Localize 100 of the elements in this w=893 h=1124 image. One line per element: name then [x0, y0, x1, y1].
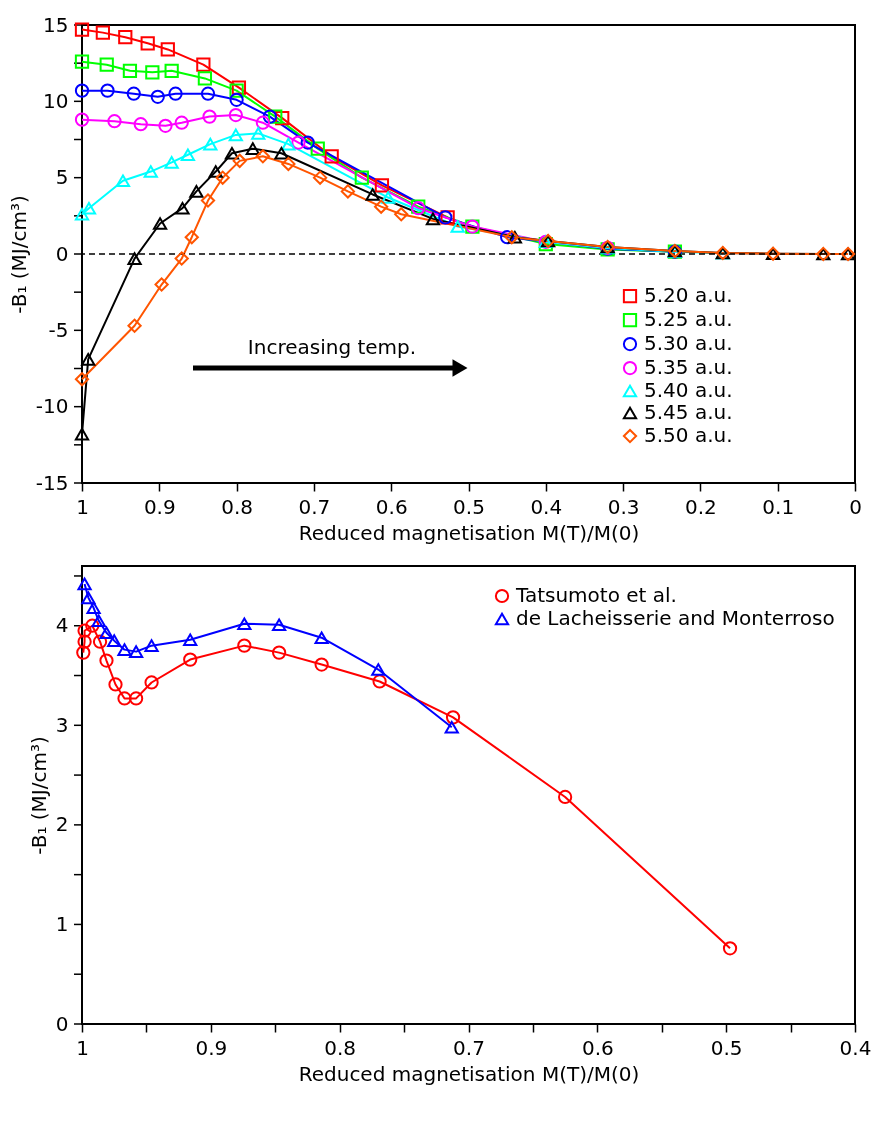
point	[168, 86, 183, 101]
point	[291, 135, 306, 150]
point	[275, 111, 290, 126]
x-tick-label: 0.8	[324, 1035, 357, 1060]
point	[74, 54, 90, 69]
point	[76, 645, 91, 660]
point	[150, 89, 165, 104]
y-tick-label: 2	[55, 812, 69, 837]
point	[365, 188, 380, 201]
point	[74, 208, 90, 221]
point	[184, 230, 199, 245]
point	[99, 626, 114, 640]
x-tick-label: 0.5	[453, 494, 485, 519]
point	[144, 675, 159, 690]
annotation: Increasing temp.	[247, 335, 417, 359]
point	[251, 127, 266, 140]
point	[232, 153, 247, 168]
point	[255, 115, 271, 130]
point	[115, 174, 131, 188]
point	[127, 252, 142, 265]
point	[245, 142, 260, 155]
point	[86, 601, 101, 615]
point	[215, 170, 230, 185]
point	[262, 109, 277, 124]
point	[371, 663, 386, 676]
point	[189, 185, 204, 198]
x-tick-label: 0.9	[143, 494, 176, 519]
point	[174, 251, 189, 266]
point	[127, 318, 142, 333]
y-tick-label: 15	[43, 12, 69, 37]
point	[271, 618, 287, 632]
point	[237, 617, 252, 631]
point	[425, 212, 441, 226]
point	[118, 30, 133, 45]
x-tick-label: 1	[76, 1035, 89, 1060]
point	[107, 114, 122, 129]
x-tick-label: 0.7	[453, 1035, 485, 1060]
point	[117, 643, 132, 656]
point	[380, 191, 396, 204]
x-tick-label: 0.6	[581, 1035, 614, 1060]
point	[99, 57, 114, 72]
point	[374, 178, 390, 193]
x-tick-label: 0.6	[375, 494, 408, 519]
point	[228, 107, 243, 123]
point	[74, 427, 90, 441]
point	[202, 109, 217, 124]
point	[143, 165, 158, 178]
point	[229, 92, 244, 107]
x-tick-label: 0	[849, 494, 862, 519]
y-tick-label: -15	[35, 470, 69, 495]
point	[445, 710, 461, 725]
point	[92, 634, 108, 649]
legend-label: 5.35 a.u.	[644, 355, 733, 380]
point	[175, 201, 190, 215]
point	[81, 591, 96, 605]
point	[81, 353, 96, 366]
point	[145, 65, 160, 80]
point	[158, 118, 173, 133]
y-tick-label: -10	[35, 394, 69, 419]
y-axis-title: -B₁ (MJ/cm³)	[26, 736, 51, 855]
point	[500, 230, 515, 245]
legend-label: 5.20 a.u.	[644, 283, 733, 308]
point	[200, 86, 216, 101]
point	[122, 63, 138, 78]
point	[722, 941, 738, 956]
point	[144, 639, 159, 652]
point	[314, 631, 329, 644]
point	[77, 634, 92, 649]
point	[268, 109, 283, 124]
point	[99, 653, 114, 668]
x-tick-label: 0.8	[221, 494, 254, 519]
point	[133, 117, 148, 132]
point	[74, 83, 90, 98]
point	[200, 193, 216, 208]
point	[74, 372, 90, 387]
x-tick-label: 0.1	[762, 494, 795, 519]
y-axis-title: -B₁ (MJ/cm³)	[6, 195, 31, 314]
legend-label: 5.45 a.u.	[644, 400, 733, 425]
point	[183, 633, 198, 646]
point	[224, 146, 240, 160]
legend-label: 5.25 a.u.	[644, 307, 733, 332]
x-tick-label: 0.3	[607, 494, 640, 519]
x-axis-title: Reduced magnetisation M(T)/M(0)	[298, 520, 640, 545]
point	[100, 83, 115, 98]
point	[394, 207, 409, 222]
point	[324, 149, 339, 164]
y-tick-label: 1	[55, 911, 69, 936]
point	[374, 199, 389, 214]
point	[255, 149, 271, 164]
x-tick-label: 0.7	[298, 494, 331, 519]
point	[310, 141, 325, 156]
x-axis-title: Reduced magnetisation M(T)/M(0)	[298, 1061, 640, 1086]
point	[81, 201, 97, 215]
point	[312, 170, 328, 185]
x-tick-label: 1	[76, 494, 89, 519]
point	[281, 156, 296, 172]
y-tick-label: 0	[55, 1011, 69, 1036]
y-tick-label: -5	[48, 317, 69, 342]
point	[174, 115, 189, 130]
legend-label: de Lacheisserie and Monterroso	[516, 606, 835, 630]
